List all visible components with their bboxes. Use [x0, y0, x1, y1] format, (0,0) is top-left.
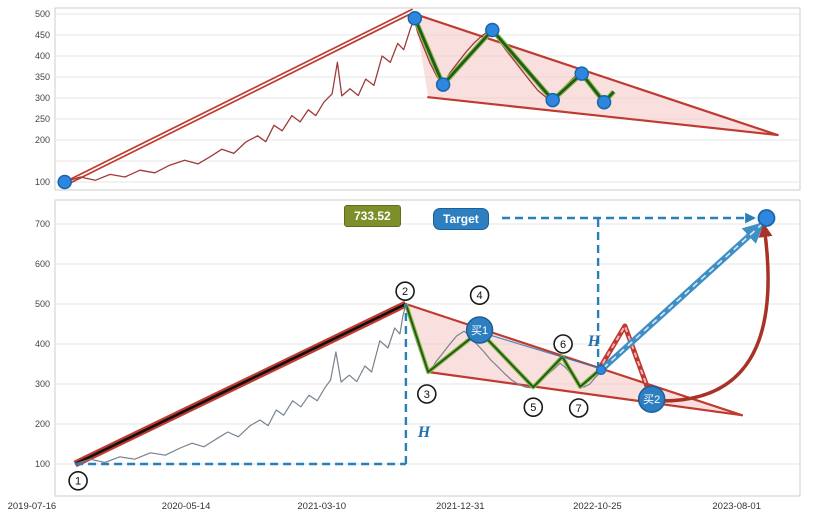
x-axis-date-label: 2019-07-16: [8, 501, 57, 512]
buy-signal-label: 买1: [471, 324, 488, 337]
target-label-box[interactable]: Target: [433, 208, 489, 230]
x-axis-date-label: 2021-03-10: [297, 501, 346, 512]
pivot-dot[interactable]: [435, 77, 451, 92]
y-axis-tick-label: 300: [35, 379, 50, 389]
y-axis-tick-label: 350: [35, 72, 50, 82]
buy-signal-marker[interactable]: [465, 316, 494, 344]
pivot-dot[interactable]: [57, 174, 72, 190]
measure-baseline-line[interactable]: [479, 331, 602, 370]
pivot-number-circle[interactable]: [416, 384, 437, 404]
pivot-number-label: 7: [576, 403, 582, 415]
x-axis-date-label: 2023-08-01: [712, 501, 761, 512]
y-axis-tick-label: 250: [35, 114, 50, 124]
projected-zigzag[interactable]: [595, 323, 655, 401]
bottom-panel-chart[interactable]: 700 600 500 400 300 200 100 1 2 3 4 5 6 7 买1 买2 H H 2019-0…: [0, 196, 819, 520]
y-axis-tick-label: 700: [35, 219, 50, 229]
pivot-number-circle[interactable]: [68, 470, 88, 491]
wedge-upper-line[interactable]: [413, 12, 779, 137]
pivot-number-circle[interactable]: [395, 281, 415, 301]
x-axis-date-label: 2022-10-25: [573, 501, 622, 512]
pivot-number-circle[interactable]: [469, 285, 490, 305]
buy-signal-marker[interactable]: [637, 385, 666, 413]
y-axis-tick-label: 500: [35, 9, 50, 19]
pivot-number-circle[interactable]: [568, 398, 589, 418]
y-axis-tick-label: 200: [35, 135, 50, 145]
price-line: [64, 18, 611, 183]
pivot-dot[interactable]: [596, 94, 612, 110]
y-axis-tick-label: 100: [35, 177, 50, 187]
target-projection-arrow-stripe: [602, 224, 762, 369]
y-axis-tick-label: 600: [35, 259, 50, 269]
curved-rally-arrow[interactable]: [658, 223, 773, 403]
pivot-number-label: 1: [75, 476, 81, 488]
buy-signal-label: 买2: [643, 393, 660, 406]
breakout-dot[interactable]: [595, 364, 607, 376]
target-dot[interactable]: [757, 209, 776, 227]
top-panel-chart[interactable]: 500 450 400 350 300 250 200 100: [0, 0, 819, 196]
wedge-lower-line[interactable]: [427, 370, 744, 417]
impulse-trend-line-inner: [74, 302, 407, 466]
pivot-dot[interactable]: [407, 10, 423, 26]
x-axis-date-label: 2020-05-14: [162, 501, 211, 512]
y-axis-tick-label: 450: [35, 30, 50, 40]
y-axis-tick-label: 100: [35, 459, 50, 469]
zigzag-line-core: [404, 303, 599, 389]
wedge-upper-line[interactable]: [404, 302, 744, 417]
height-measure-label: H: [587, 333, 601, 350]
pivot-number-label: 5: [530, 402, 536, 414]
pivot-dot[interactable]: [485, 22, 500, 38]
pivot-number-label: 2: [402, 286, 408, 298]
y-axis-tick-label: 300: [35, 93, 50, 103]
measured-move-value-box[interactable]: 733.52: [344, 205, 401, 227]
pivot-dot[interactable]: [545, 92, 560, 108]
pivot-number-label: 3: [424, 389, 430, 401]
y-axis-tick-label: 400: [35, 339, 50, 349]
y-axis-tick-label: 500: [35, 299, 50, 309]
x-axis-date-label: 2021-12-31: [436, 501, 485, 512]
wedge-lower-line[interactable]: [427, 96, 779, 137]
pivot-number-label: 6: [560, 339, 566, 351]
rising-trend-line-inner: [61, 9, 414, 187]
y-axis-tick-label: 400: [35, 51, 50, 61]
pivot-number-circle[interactable]: [553, 334, 573, 354]
pivot-number-label: 4: [477, 290, 483, 302]
height-measure-label: H: [417, 424, 431, 441]
y-axis-tick-label: 200: [35, 419, 50, 429]
pivot-dot[interactable]: [574, 66, 589, 81]
pivot-number-circle[interactable]: [523, 397, 544, 417]
